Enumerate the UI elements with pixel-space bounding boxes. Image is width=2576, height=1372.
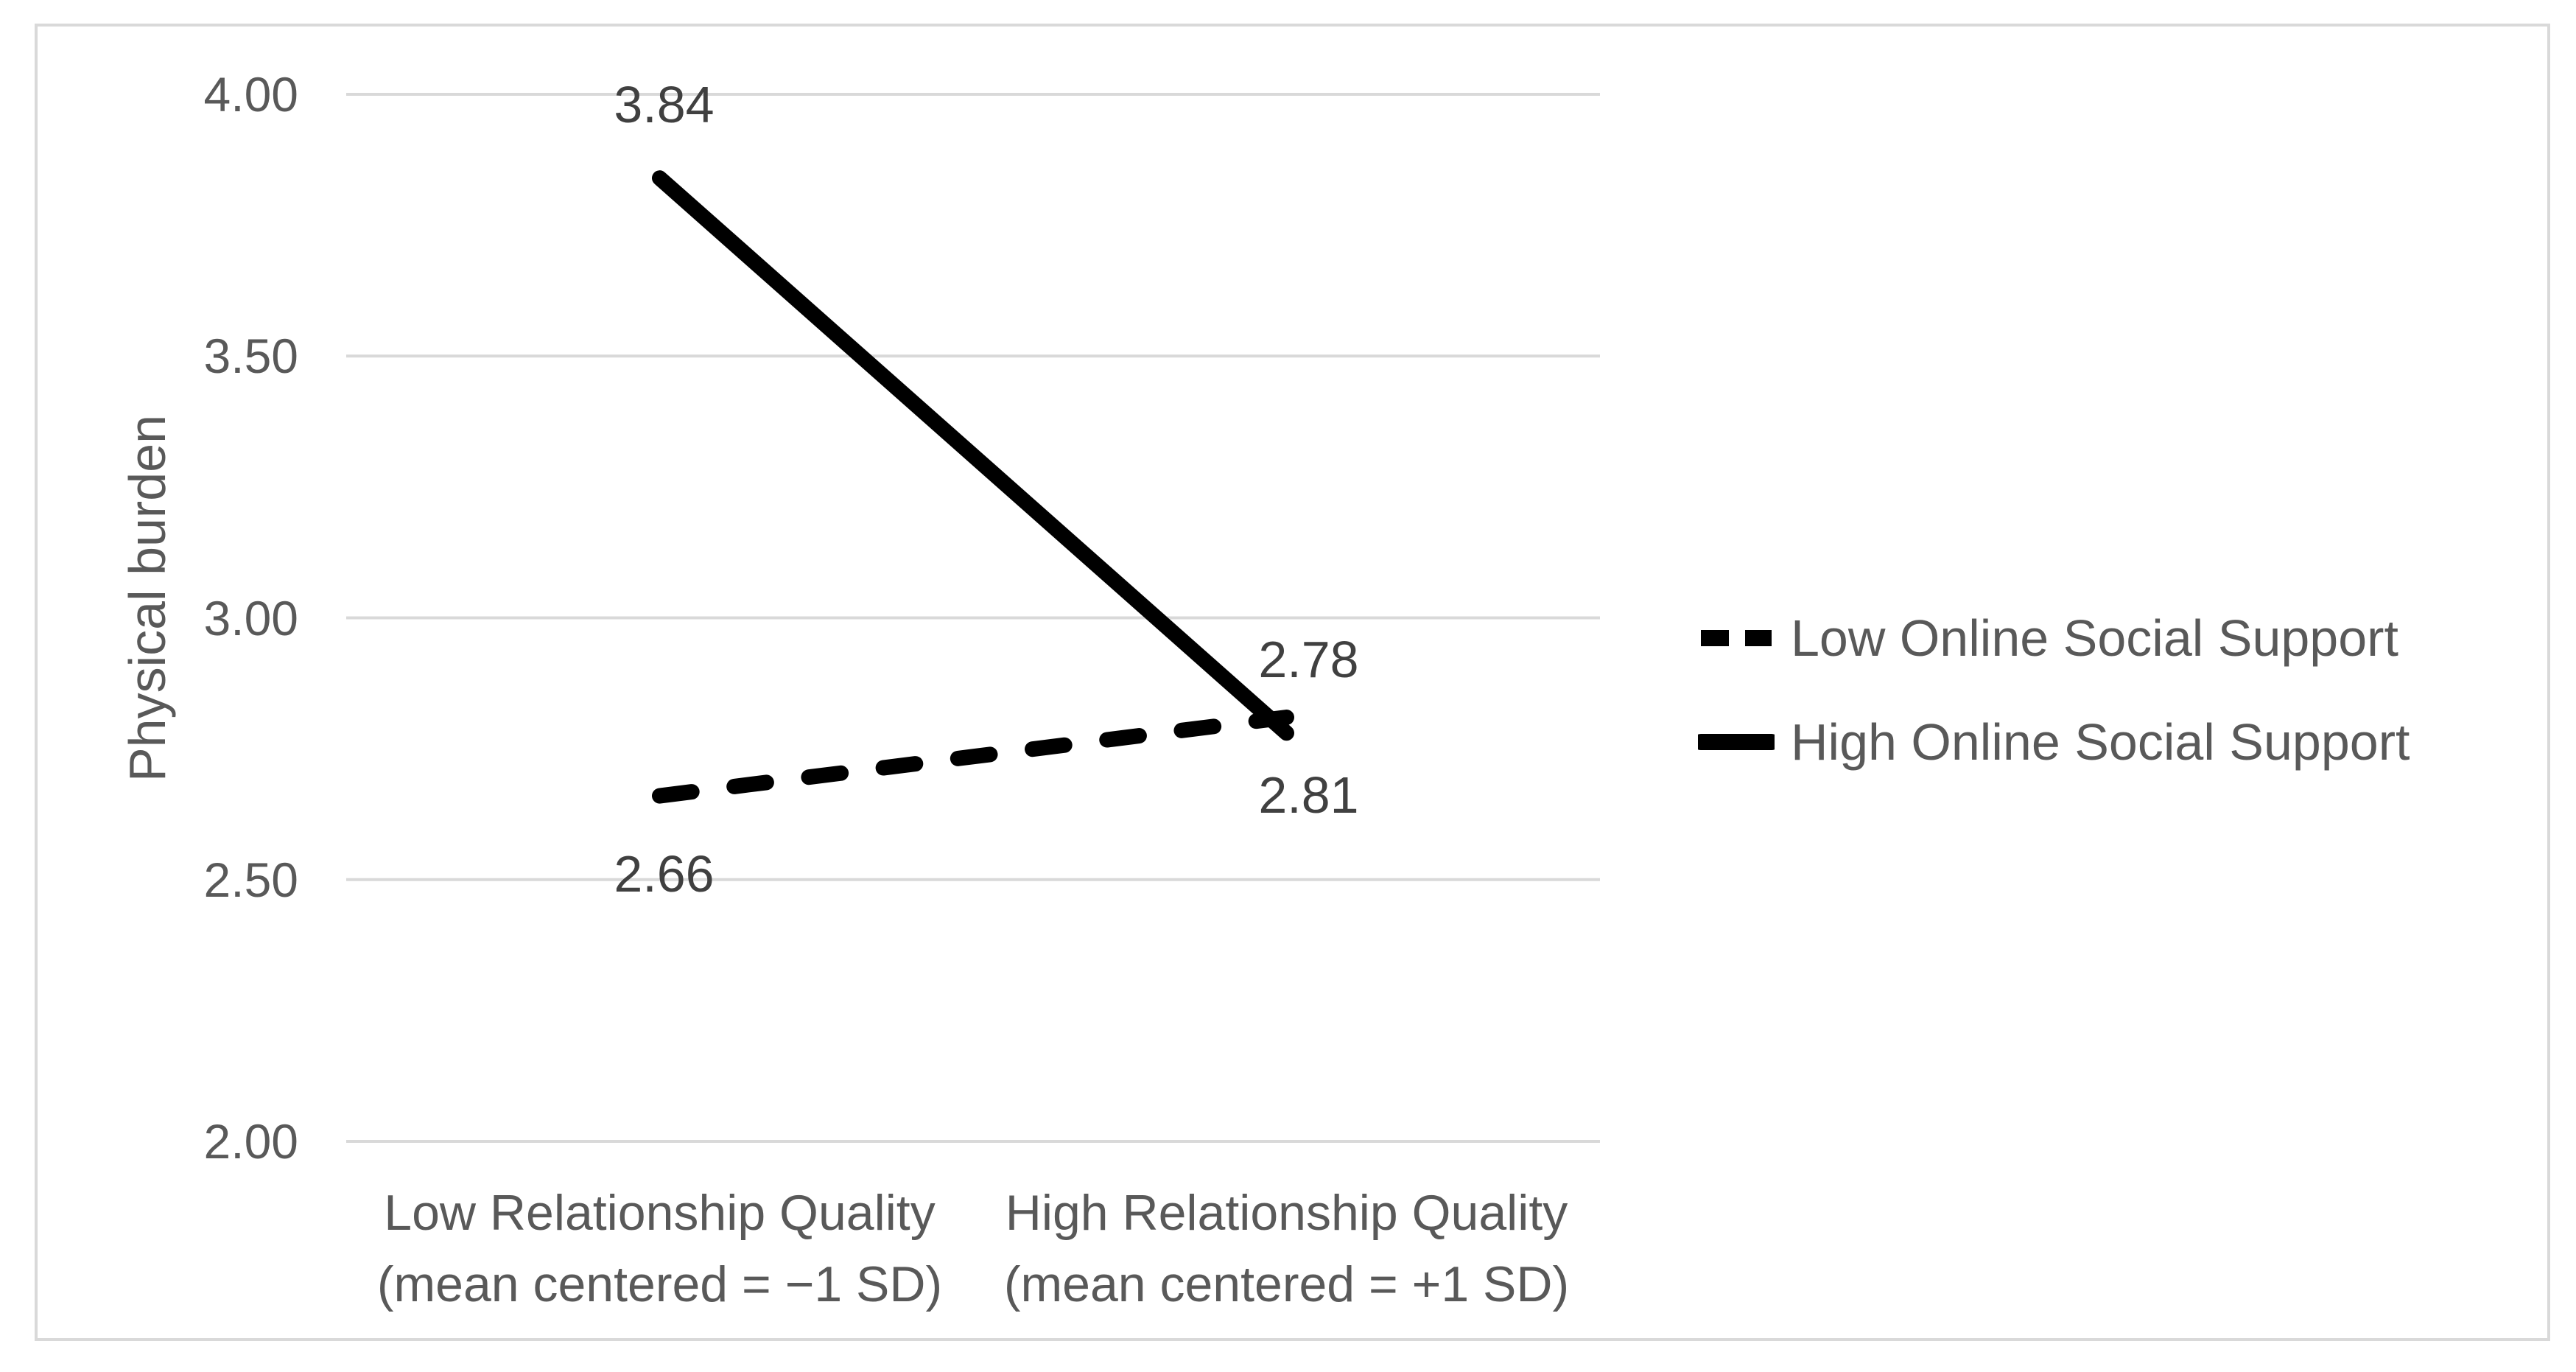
series-line-solid — [652, 170, 1294, 741]
y-tick-label: 2.00 — [203, 1114, 298, 1169]
y-tick-label: 4.00 — [203, 67, 298, 122]
x-axis-label-line2: (mean centered = +1 SD) — [1003, 1256, 1570, 1312]
legend-item: High Online Social Support — [1698, 709, 2410, 775]
x-axis-label-line1: High Relationship Quality — [1005, 1185, 1568, 1241]
legend-swatch — [1701, 630, 1772, 646]
data-label: 2.66 — [614, 845, 715, 903]
y-axis-title: Physical burden — [119, 414, 176, 783]
data-label: 2.78 — [1258, 630, 1359, 688]
series-lines — [652, 170, 1294, 804]
chart-border — [35, 24, 2550, 1341]
legend-swatch — [1698, 734, 1775, 750]
legend-item: Low Online Social Support — [1698, 605, 2398, 671]
legend-label: High Online Social Support — [1791, 713, 2410, 771]
gridlines — [346, 93, 1600, 1143]
y-tick-label: 3.50 — [203, 329, 298, 384]
x-axis-label: High Relationship Quality (mean centered … — [1004, 1177, 1569, 1320]
y-tick-label: 2.50 — [203, 852, 298, 907]
x-axis-label: Low Relationship Quality (mean centered =… — [377, 1177, 942, 1320]
x-axis-label-line1: Low Relationship Quality — [384, 1185, 936, 1241]
legend-label: Low Online Social Support — [1791, 609, 2398, 667]
y-tick-label: 3.00 — [203, 590, 298, 645]
series-line-dashed — [652, 709, 1294, 804]
data-label: 2.81 — [1258, 766, 1359, 825]
x-axis-label-line2: (mean centered = −1 SD) — [376, 1256, 943, 1312]
data-label: 3.84 — [614, 75, 715, 133]
